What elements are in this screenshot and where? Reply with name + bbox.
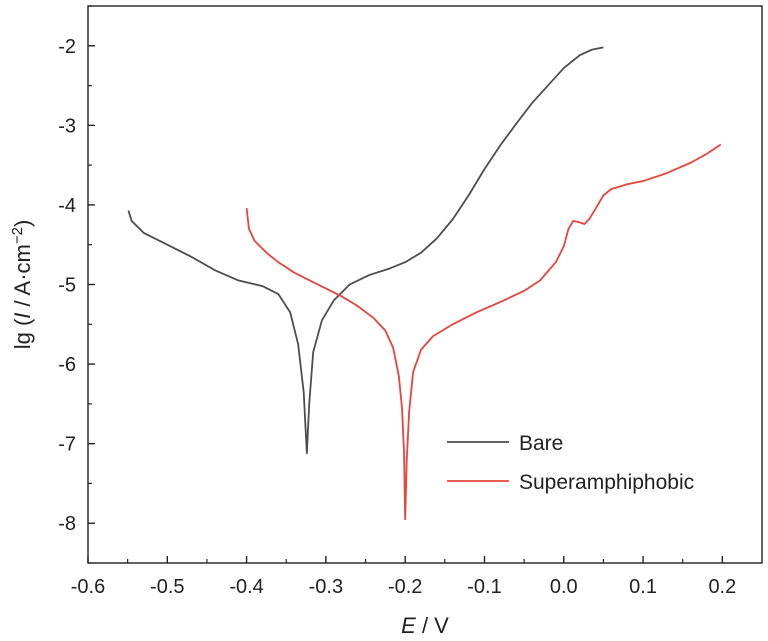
x-tick-label: -0.5	[150, 576, 184, 598]
x-tick-label: -0.2	[388, 576, 422, 598]
y-axis-title-suffix: )	[10, 220, 35, 227]
series-line-1	[245, 143, 722, 521]
legend: Bare Superamphiphobic	[447, 432, 694, 494]
y-axis-title-symbol: I	[10, 313, 35, 319]
y-tick-label: -2	[58, 36, 76, 58]
x-axis-title: E / V	[401, 613, 449, 638]
x-tick-label: 0.0	[550, 576, 578, 598]
y-axis-title-unit: / A·cm	[10, 244, 35, 312]
x-tick-label: 0.1	[629, 576, 657, 598]
x-axis-title-symbol: E	[401, 613, 416, 638]
x-tick-label: -0.3	[309, 576, 343, 598]
y-tick-label: -4	[58, 195, 76, 217]
series-line-0	[127, 46, 604, 455]
x-tick-label: 0.2	[708, 576, 736, 598]
axes: -0.6 -0.5 -0.4 -0.3 -0.2 -0.1 0.0 0.1 0.2 -2 -3 -4 -…	[58, 5, 763, 598]
legend-label-0: Bare	[519, 432, 563, 455]
y-tick-label: -3	[58, 115, 76, 137]
y-tick-label: -6	[58, 354, 76, 376]
plot-area	[127, 46, 722, 521]
x-tick-label: -0.6	[71, 576, 105, 598]
y-tick-label: -8	[58, 513, 76, 535]
y-axis-title: lg (I / A·cm−2)	[9, 220, 35, 350]
y-axis-title-prefix: lg (	[10, 318, 35, 349]
legend-label-1: Superamphiphobic	[519, 471, 694, 494]
y-tick-label: -7	[58, 434, 76, 456]
y-tick-label: -5	[58, 275, 76, 297]
x-tick-label: -0.4	[229, 576, 263, 598]
x-tick-label: -0.1	[467, 576, 501, 598]
y-axis-title-exponent: −2	[9, 227, 26, 244]
x-axis-title-unit: / V	[416, 613, 449, 638]
